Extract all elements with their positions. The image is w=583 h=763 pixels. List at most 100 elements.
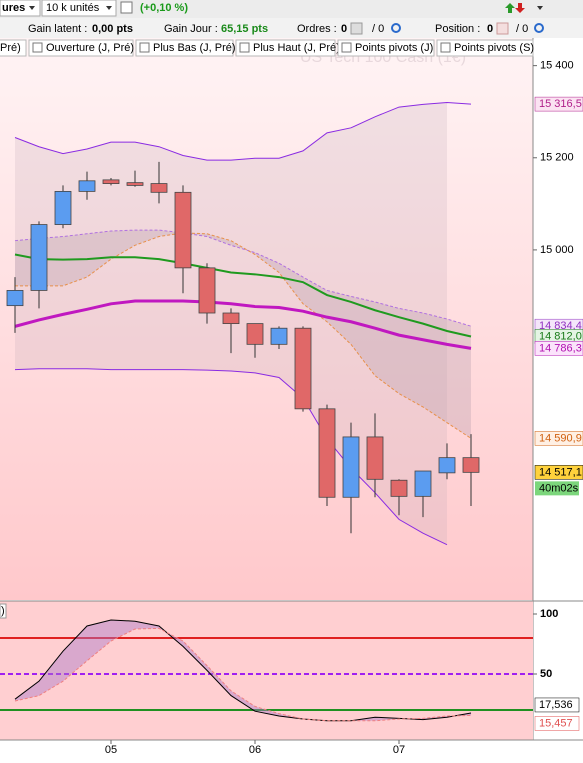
candle-body: [222, 312, 240, 325]
panel-label-box: [0, 603, 7, 619]
y-tick-label: 15 400: [540, 60, 574, 72]
price-axis: [533, 38, 583, 758]
oscillator-plot: [0, 601, 533, 740]
tab-label: Plus Bas (J, Pré): [153, 42, 236, 54]
gain-jour-label: Gain Jour :: [164, 23, 218, 35]
price-tag-label: 15 316,5: [539, 98, 582, 110]
dropdown-arrow[interactable]: [537, 6, 543, 10]
candle-body: [342, 436, 360, 498]
panel-label: ): [1, 605, 5, 617]
x-tick-label: 06: [249, 744, 261, 756]
indicator-tab[interactable]: [235, 39, 336, 57]
indicator-line: [14, 101, 472, 161]
tab-checkbox[interactable]: [440, 42, 451, 53]
price-tag: [534, 341, 583, 356]
candle-body: [78, 180, 96, 192]
cloud-fill: [15, 230, 471, 439]
candle-body: [198, 267, 216, 314]
indicator-tab[interactable]: [337, 39, 435, 57]
position-total: / 0: [516, 23, 528, 35]
position: 0: [487, 23, 493, 35]
candle-body: [246, 323, 264, 345]
y-tick-label: 100: [540, 608, 558, 620]
settings-icon[interactable]: [391, 23, 401, 33]
price-tag-label: 14 517,1: [539, 466, 582, 478]
osc-tag-label: 17,536: [539, 699, 573, 711]
price-tag-label: 14 812,0: [539, 330, 582, 342]
position-label: Position :: [435, 23, 480, 35]
account-bar: [0, 18, 583, 38]
tab-label: Pré): [0, 42, 21, 54]
tab-label: Ouverture (J, Pré): [46, 42, 134, 54]
candle-body: [54, 190, 72, 225]
candle-body: [102, 179, 120, 184]
refresh-icon[interactable]: [505, 3, 525, 13]
ordres-icon[interactable]: [350, 22, 363, 35]
main-plot: [0, 38, 533, 600]
candle-body: [174, 191, 192, 269]
tab-checkbox[interactable]: [341, 42, 352, 53]
candle-body: [414, 470, 432, 497]
candle-body: [270, 327, 288, 345]
indicator-tab[interactable]: [135, 39, 234, 57]
indicator-line: [14, 253, 472, 338]
checkbox[interactable]: [120, 1, 133, 14]
gain-latent-label: Gain latent :: [28, 23, 87, 35]
y-tick-label: 15 200: [540, 152, 574, 164]
y-tick-label: 50: [540, 668, 552, 680]
indicator-tab[interactable]: [436, 39, 534, 57]
osc-fill: [15, 620, 471, 721]
ordres-label: Ordres :: [297, 23, 337, 35]
indicator-tab[interactable]: [28, 39, 134, 57]
price-tag: [534, 431, 583, 446]
size-dropdown[interactable]: [41, 0, 117, 17]
candle-body: [438, 457, 456, 474]
osc-tag: [534, 716, 580, 731]
candle-body: [150, 183, 168, 193]
x-tick-label: 05: [105, 744, 117, 756]
price-tag: [534, 465, 583, 480]
candle-body: [6, 290, 24, 307]
candle-body: [294, 327, 312, 410]
tab-checkbox[interactable]: [239, 42, 250, 53]
candle-body: [390, 479, 408, 497]
change: (+0,10 %): [140, 2, 188, 14]
timer: 40m02s: [539, 482, 579, 494]
y-tick-label: 15 000: [540, 244, 574, 256]
candle-body: [366, 436, 384, 480]
position-icon[interactable]: [496, 22, 509, 35]
x-tick-label: 07: [393, 744, 405, 756]
candle-body: [126, 182, 144, 186]
candle-body: [462, 457, 480, 473]
price-tag-label: 14 834,4: [539, 320, 582, 332]
size: 10 k unités: [46, 2, 100, 14]
price-tag: [534, 96, 583, 112]
tab-label: Plus Haut (J, Pré): [253, 42, 340, 54]
candle-body: [30, 224, 48, 291]
tab-label: Points pivots (S): [454, 42, 534, 54]
dropdown-arrow: [106, 6, 112, 10]
tab-checkbox[interactable]: [139, 42, 150, 53]
ordres-total: / 0: [372, 23, 384, 35]
indicator-line: [14, 299, 472, 350]
tab-label: Points pivots (J): [355, 42, 433, 54]
price-tag-label: 14 786,3: [539, 342, 582, 354]
candle-body: [318, 408, 336, 498]
toolbar: [0, 0, 583, 18]
osc-line: [14, 619, 472, 722]
indicator-tab[interactable]: [0, 39, 27, 57]
time-axis: [0, 740, 583, 758]
tab-checkbox[interactable]: [32, 42, 43, 53]
settings-icon[interactable]: [534, 23, 544, 33]
osc-tag-label: 15,457: [539, 717, 573, 729]
timer-box: [535, 481, 579, 496]
instrument: ures: [2, 2, 25, 14]
indicator-line: [14, 229, 472, 327]
ordres: 0: [341, 23, 347, 35]
gain-latent: 0,00 pts: [92, 23, 133, 35]
price-tag-label: 14 590,9: [539, 432, 582, 444]
osc-line: [14, 627, 472, 722]
instrument-dropdown[interactable]: [0, 0, 41, 17]
osc-tag: [534, 697, 580, 713]
